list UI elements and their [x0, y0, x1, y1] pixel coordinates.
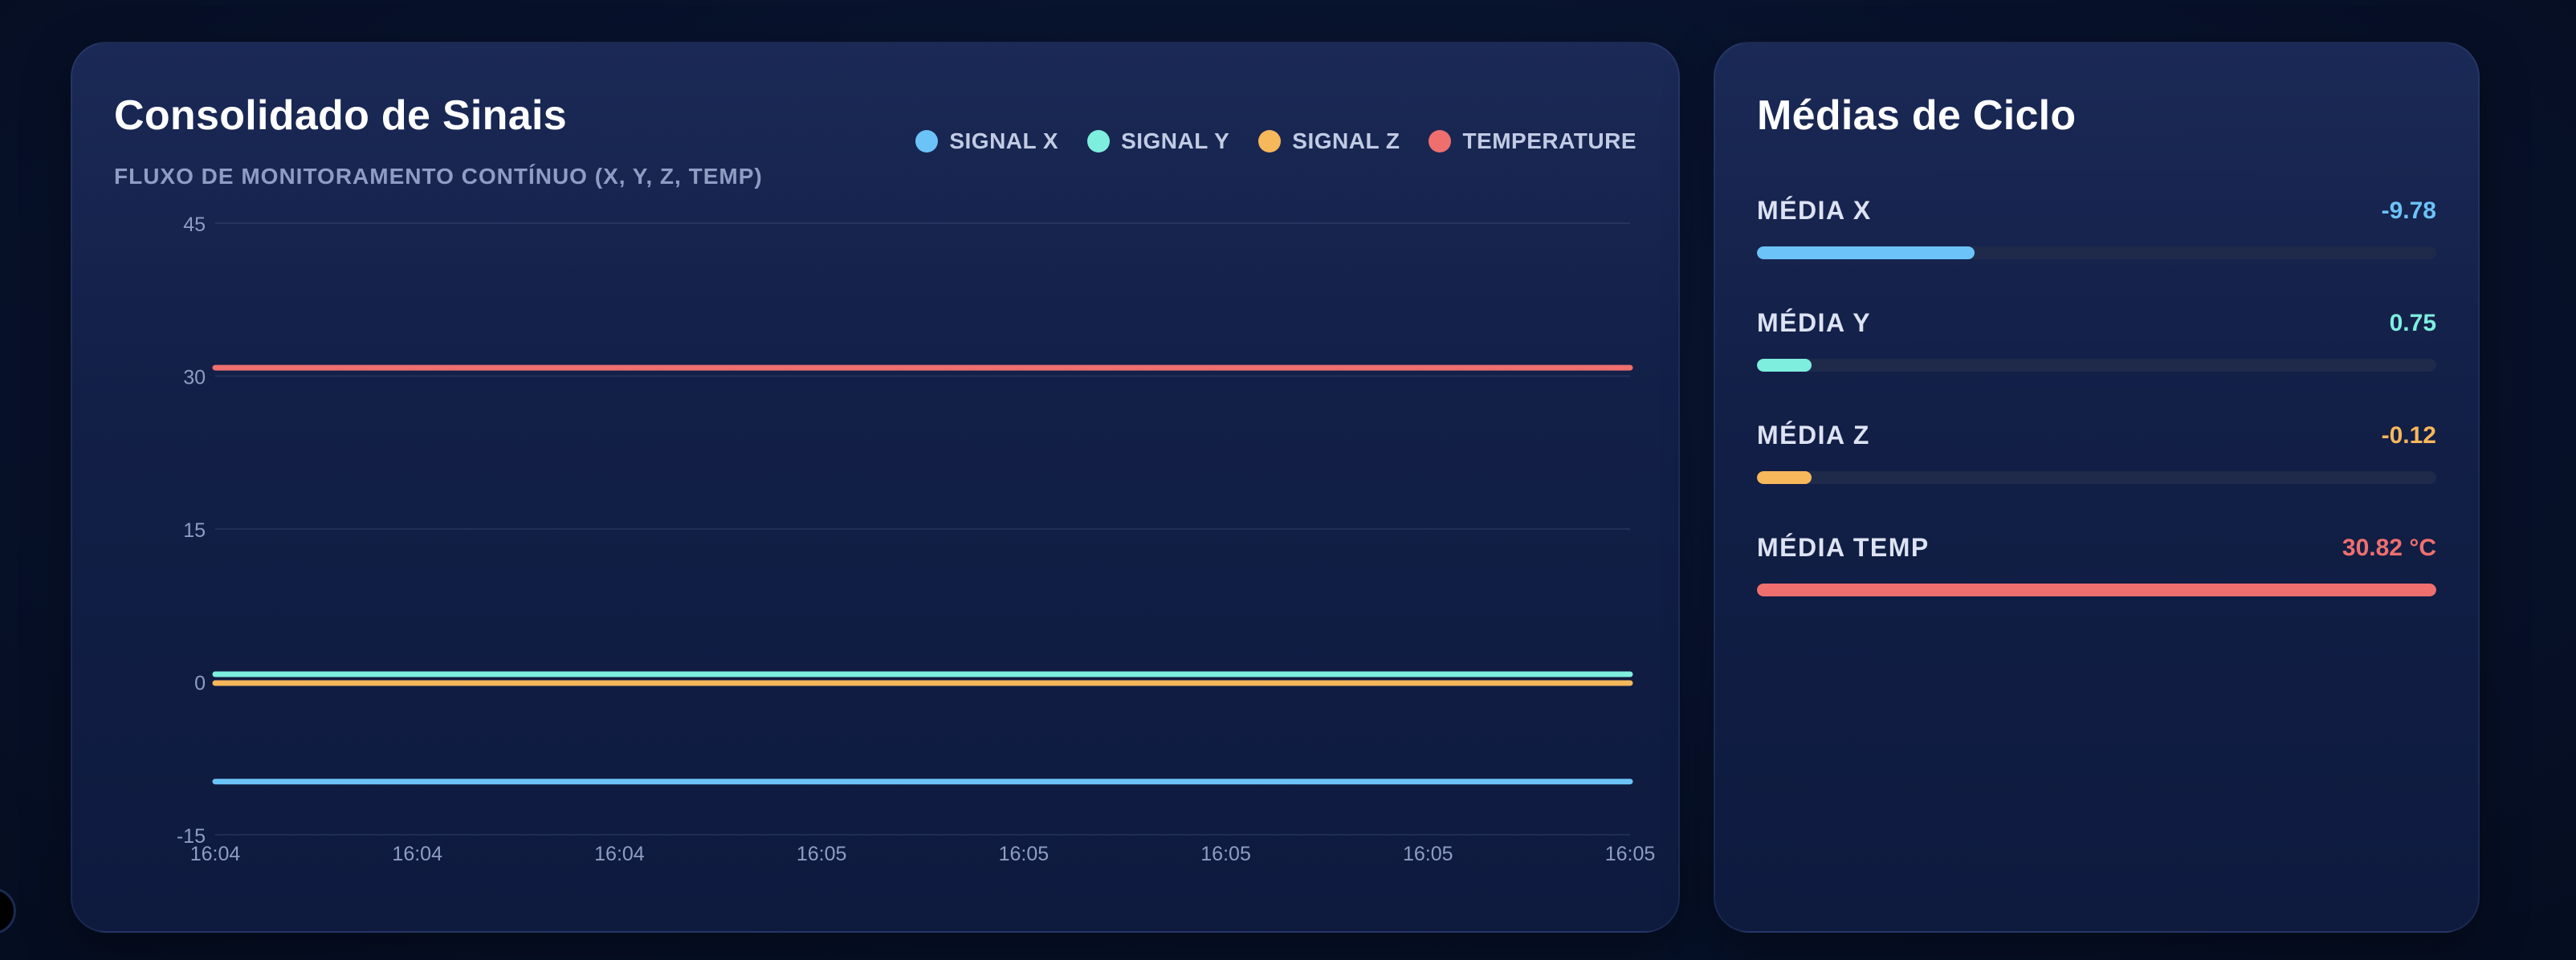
average-item-z: MÉDIA Z -0.12 — [1757, 421, 2436, 533]
average-progress-track — [1757, 359, 2436, 372]
y-tick-label: 15 — [183, 519, 206, 542]
average-value: 0.75 — [2389, 309, 2436, 336]
y-tick-label: 0 — [194, 673, 206, 695]
average-progress-fill — [1757, 471, 1812, 484]
y-tick-label: 45 — [183, 214, 206, 236]
y-tick-label: 30 — [183, 367, 206, 389]
legend-dot-icon — [1258, 130, 1282, 153]
signals-chart-card: Consolidado de Sinais FLUXO DE MONITORAM… — [71, 42, 1680, 933]
legend-item-signal-z[interactable]: SIGNAL Z — [1258, 128, 1400, 154]
legend-dot-icon — [915, 130, 939, 153]
average-progress-fill — [1757, 246, 1975, 259]
averages-title: Médias de Ciclo — [1757, 92, 2077, 139]
average-value: -9.78 — [2381, 197, 2436, 224]
chart-title: Consolidado de Sinais — [114, 92, 567, 139]
legend-dot-icon — [1429, 130, 1452, 153]
legend-label: SIGNAL Y — [1121, 128, 1230, 153]
legend-label: TEMPERATURE — [1462, 128, 1636, 153]
chart-subtitle: FLUXO DE MONITORAMENTO CONTÍNUO (X, Y, Z… — [114, 164, 763, 189]
cycle-averages-card: Médias de Ciclo MÉDIA X -9.78 MÉDIA Y 0.… — [1714, 42, 2480, 933]
average-item-temp: MÉDIA TEMP 30.82 °C — [1757, 533, 2436, 645]
average-value: -0.12 — [2381, 421, 2436, 449]
average-label: MÉDIA Y — [1757, 308, 1872, 337]
average-progress-track — [1757, 246, 2436, 259]
average-item-y: MÉDIA Y 0.75 — [1757, 308, 2436, 421]
legend-dot-icon — [1087, 130, 1111, 153]
x-axis-ticks: 16:04 16:04 16:04 16:05 16:05 16:05 16:05 16:05 — [190, 843, 1656, 865]
x-tick-label: 16:05 — [1605, 843, 1656, 865]
legend-item-temperature[interactable]: TEMPERATURE — [1429, 128, 1636, 154]
average-progress-track — [1757, 584, 2436, 596]
average-progress-track — [1757, 471, 2436, 484]
x-tick-label: 16:05 — [1200, 843, 1251, 865]
x-tick-label: 16:05 — [1403, 843, 1453, 865]
legend-item-signal-x[interactable]: SIGNAL X — [915, 128, 1058, 154]
x-tick-label: 16:04 — [190, 843, 241, 865]
average-progress-fill — [1757, 584, 2436, 596]
average-label: MÉDIA X — [1757, 196, 1872, 225]
y-axis-ticks: 45 30 15 0 -15 — [177, 214, 206, 848]
chart-series — [212, 364, 1633, 785]
legend-label: SIGNAL X — [949, 128, 1059, 153]
average-item-x: MÉDIA X -9.78 — [1757, 196, 2436, 308]
average-value: 30.82 °C — [2342, 534, 2436, 561]
floating-action-button[interactable] — [0, 888, 16, 934]
x-tick-label: 16:04 — [392, 843, 442, 865]
average-label: MÉDIA Z — [1757, 421, 1870, 449]
x-tick-label: 16:04 — [594, 843, 645, 865]
legend-item-signal-y[interactable]: SIGNAL Y — [1087, 128, 1229, 154]
averages-list: MÉDIA X -9.78 MÉDIA Y 0.75 MÉDIA Z -0.12 — [1757, 196, 2436, 645]
average-label: MÉDIA TEMP — [1757, 533, 1930, 562]
average-progress-fill — [1757, 359, 1812, 372]
chart-legend: SIGNAL X SIGNAL Y SIGNAL Z TEMPERATURE — [915, 128, 1636, 154]
legend-label: SIGNAL Z — [1292, 128, 1400, 153]
y-tick-label: -15 — [177, 825, 206, 848]
x-tick-label: 16:05 — [797, 843, 847, 865]
chart-grid — [215, 222, 1630, 836]
x-tick-label: 16:05 — [999, 843, 1050, 865]
